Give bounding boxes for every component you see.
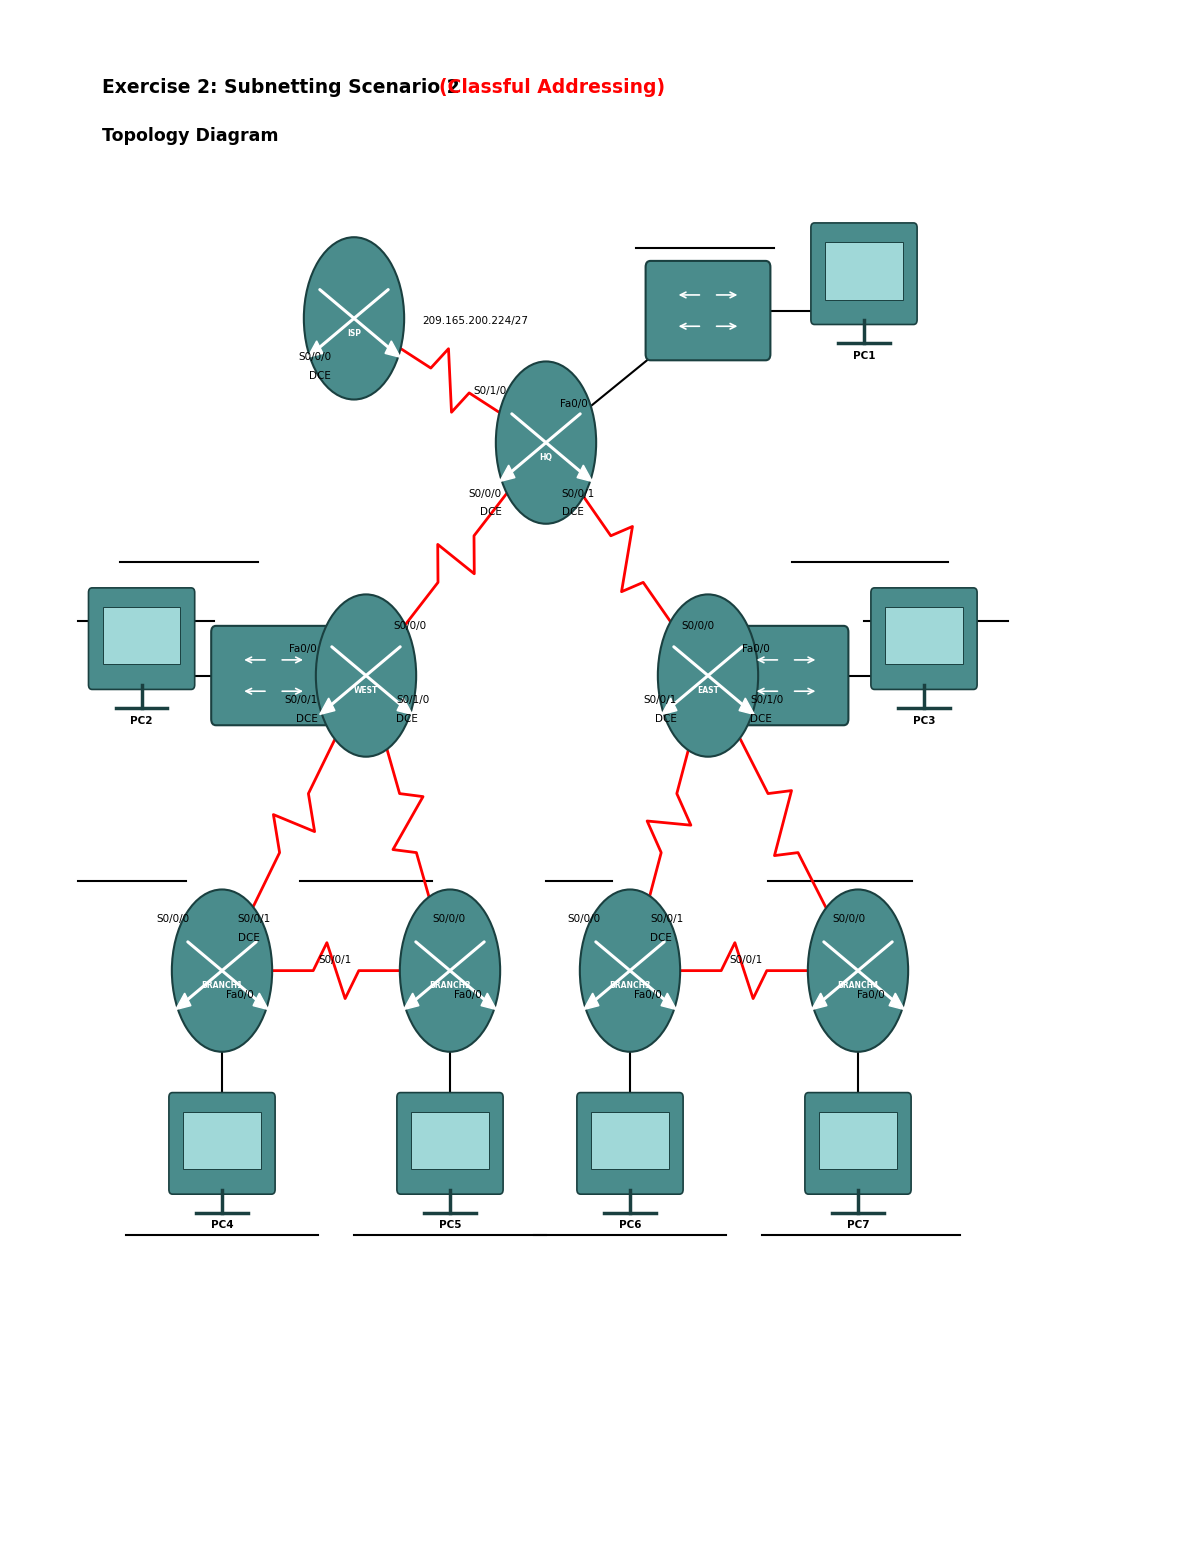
Text: Fa0/0: Fa0/0 (742, 644, 769, 654)
Polygon shape (811, 994, 827, 1009)
Text: Fa0/0: Fa0/0 (634, 991, 661, 1000)
Text: S0/0/0: S0/0/0 (566, 915, 600, 924)
Text: S0/0/0: S0/0/0 (468, 489, 502, 499)
Text: S0/0/0: S0/0/0 (156, 915, 190, 924)
Text: S0/0/1: S0/0/1 (238, 915, 271, 924)
Text: HQ: HQ (540, 453, 552, 461)
FancyBboxPatch shape (724, 626, 848, 725)
FancyBboxPatch shape (169, 1093, 275, 1194)
Text: S0/1/0: S0/1/0 (750, 696, 784, 705)
Polygon shape (739, 699, 755, 714)
Text: PC1: PC1 (853, 351, 875, 360)
Polygon shape (385, 342, 401, 357)
Text: DCE: DCE (296, 714, 318, 724)
Text: DCE: DCE (650, 933, 672, 943)
Text: BRANCH4: BRANCH4 (838, 981, 878, 989)
Ellipse shape (304, 238, 404, 399)
Polygon shape (577, 466, 593, 481)
Text: DCE: DCE (310, 371, 331, 380)
Text: DCE: DCE (480, 508, 502, 517)
Text: Fa0/0: Fa0/0 (289, 644, 317, 654)
FancyBboxPatch shape (826, 242, 902, 300)
Polygon shape (175, 994, 191, 1009)
Text: Fa0/0: Fa0/0 (226, 991, 253, 1000)
Text: DCE: DCE (655, 714, 677, 724)
FancyBboxPatch shape (592, 1112, 668, 1169)
Text: PC7: PC7 (847, 1221, 869, 1230)
Text: S0/0/0: S0/0/0 (682, 621, 715, 631)
Polygon shape (319, 699, 335, 714)
Text: S0/0/0: S0/0/0 (394, 621, 427, 631)
Text: BRANCH3: BRANCH3 (610, 981, 650, 989)
Text: S0/0/1: S0/0/1 (730, 955, 763, 964)
Text: ISP: ISP (347, 329, 361, 337)
Polygon shape (397, 699, 413, 714)
Text: S0/0/1: S0/0/1 (643, 696, 677, 705)
Text: DCE: DCE (238, 933, 259, 943)
Polygon shape (661, 994, 677, 1009)
Text: (Classful Addressing): (Classful Addressing) (439, 78, 665, 96)
Text: EAST: EAST (697, 686, 719, 694)
Ellipse shape (808, 890, 908, 1051)
Text: S0/0/0: S0/0/0 (432, 915, 466, 924)
Text: Fa0/0: Fa0/0 (560, 399, 588, 408)
Text: 209.165.200.224/27: 209.165.200.224/27 (422, 317, 528, 326)
Text: S0/0/1: S0/0/1 (318, 955, 352, 964)
FancyBboxPatch shape (577, 1093, 683, 1194)
Polygon shape (889, 994, 905, 1009)
Text: PC5: PC5 (439, 1221, 461, 1230)
FancyBboxPatch shape (103, 607, 180, 665)
Text: Fa0/0: Fa0/0 (454, 991, 481, 1000)
Text: PC6: PC6 (619, 1221, 641, 1230)
FancyBboxPatch shape (412, 1112, 488, 1169)
Ellipse shape (172, 890, 272, 1051)
Text: PC3: PC3 (913, 716, 935, 725)
FancyBboxPatch shape (820, 1112, 896, 1169)
Ellipse shape (496, 362, 596, 523)
Text: S0/0/0: S0/0/0 (833, 915, 866, 924)
FancyBboxPatch shape (805, 1093, 911, 1194)
Polygon shape (403, 994, 419, 1009)
FancyBboxPatch shape (886, 607, 962, 665)
Text: DCE: DCE (396, 714, 418, 724)
Polygon shape (583, 994, 599, 1009)
Text: DCE: DCE (750, 714, 772, 724)
Polygon shape (307, 342, 323, 357)
Text: BRANCH2: BRANCH2 (430, 981, 470, 989)
Text: Fa0/0: Fa0/0 (857, 991, 884, 1000)
Text: BRANCH1: BRANCH1 (202, 981, 242, 989)
Polygon shape (481, 994, 497, 1009)
FancyBboxPatch shape (646, 261, 770, 360)
Text: PC4: PC4 (211, 1221, 233, 1230)
Text: WEST: WEST (354, 686, 378, 694)
FancyBboxPatch shape (811, 224, 917, 325)
Text: PC2: PC2 (131, 716, 152, 725)
FancyBboxPatch shape (397, 1093, 503, 1194)
Text: S0/1/0: S0/1/0 (473, 387, 506, 396)
Text: Topology Diagram: Topology Diagram (102, 127, 278, 146)
Ellipse shape (316, 595, 416, 756)
Polygon shape (661, 699, 677, 714)
FancyBboxPatch shape (871, 589, 977, 690)
Ellipse shape (400, 890, 500, 1051)
Text: S0/0/1: S0/0/1 (562, 489, 595, 499)
Ellipse shape (658, 595, 758, 756)
Ellipse shape (580, 890, 680, 1051)
Text: Exercise 2: Subnetting Scenario 2: Exercise 2: Subnetting Scenario 2 (102, 78, 466, 96)
Text: DCE: DCE (562, 508, 583, 517)
FancyBboxPatch shape (211, 626, 336, 725)
Text: S0/1/0: S0/1/0 (396, 696, 430, 705)
Polygon shape (499, 466, 515, 481)
Polygon shape (253, 994, 269, 1009)
Text: S0/0/0: S0/0/0 (298, 353, 331, 362)
FancyBboxPatch shape (89, 589, 194, 690)
FancyBboxPatch shape (184, 1112, 260, 1169)
Text: S0/0/1: S0/0/1 (284, 696, 318, 705)
Text: S0/0/1: S0/0/1 (650, 915, 684, 924)
